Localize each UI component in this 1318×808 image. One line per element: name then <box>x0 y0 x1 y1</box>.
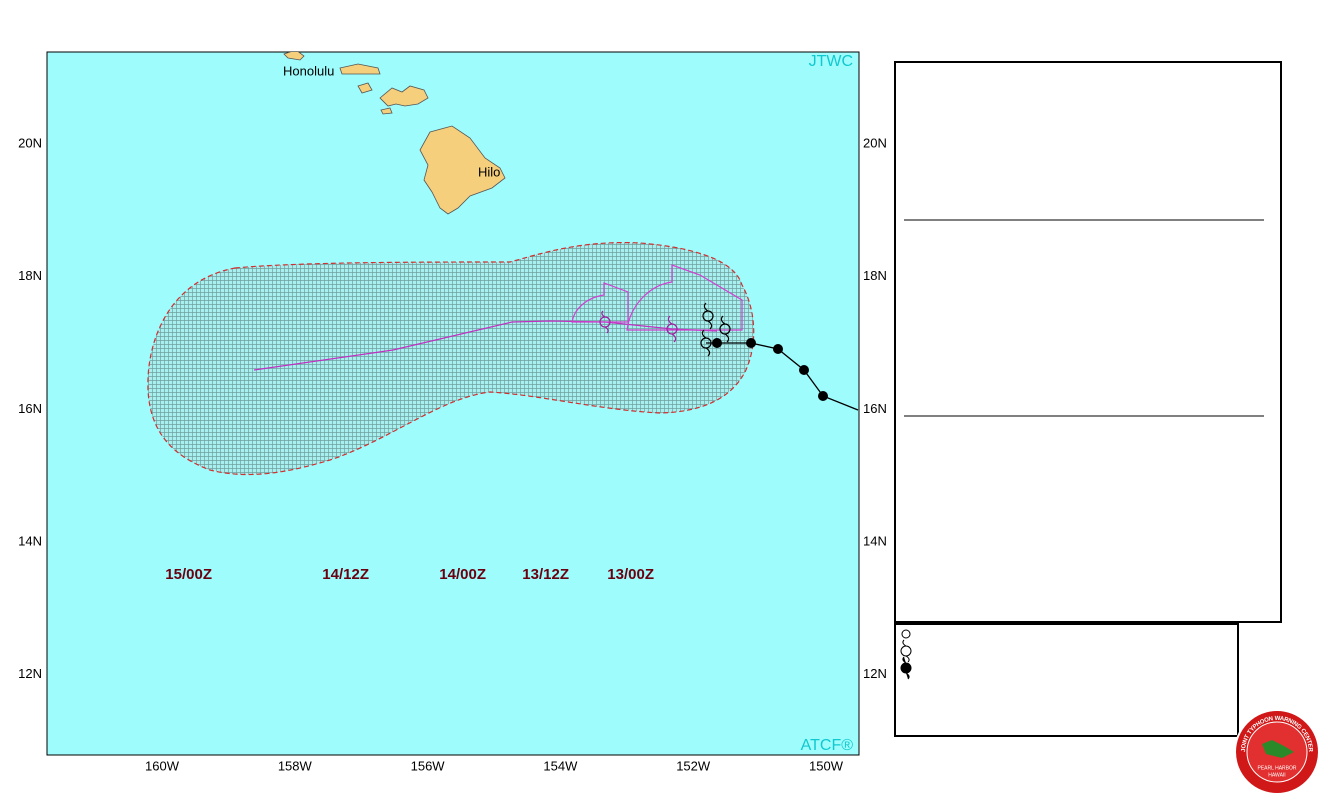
lon-label: 156W <box>411 758 446 773</box>
lat-label: 18N <box>18 268 42 283</box>
lat-label: 12N <box>18 666 42 681</box>
island-kahoolawe <box>380 107 393 115</box>
storm-symbol <box>666 315 678 343</box>
past-position <box>799 365 809 375</box>
island-oahu <box>283 52 305 61</box>
storm-symbol <box>599 310 611 334</box>
storm-symbol <box>719 315 731 343</box>
map-content <box>147 52 859 476</box>
legend-symbol <box>900 639 912 663</box>
lon-label: 160W <box>145 758 180 773</box>
lat-label: 16N <box>18 401 42 416</box>
past-position <box>746 338 756 348</box>
forecast-label: 14/00Z <box>439 566 486 583</box>
forecast-track <box>253 320 718 371</box>
lon-label: 158W <box>278 758 313 773</box>
island-maui <box>379 85 429 107</box>
forecast-label: 13/12Z <box>522 566 569 583</box>
past-positions <box>712 338 828 401</box>
map: Honolulu Hilo JTWC ATCF® 160W 158W 156W 154… <box>18 51 887 773</box>
legend-symbol <box>901 629 911 639</box>
lat-label: 18N <box>863 268 887 283</box>
logo-text: PEARL HARBOR <box>1258 765 1297 771</box>
logo-text: HAWAII <box>1268 772 1285 778</box>
storm-symbols <box>599 302 731 357</box>
source-label: ATCF® <box>801 737 854 754</box>
storm-symbol <box>700 329 712 357</box>
place-label: Hilo <box>478 164 500 179</box>
lat-label: 14N <box>863 534 887 549</box>
forecast-label: 13/00Z <box>607 566 654 583</box>
source-label: JTWC <box>809 53 853 70</box>
place-label: Honolulu <box>283 63 334 78</box>
past-position <box>818 391 828 401</box>
legend-box <box>894 623 1239 737</box>
lat-label: 12N <box>863 666 887 681</box>
island-molokai <box>339 63 381 75</box>
forecast-label: 14/12Z <box>322 566 369 583</box>
lat-label: 14N <box>18 534 42 549</box>
storm-symbol <box>702 302 714 330</box>
wind-swath <box>147 241 755 476</box>
lat-label: 20N <box>18 135 42 150</box>
info-panel <box>894 61 1282 623</box>
lon-label: 150W <box>809 758 844 773</box>
island-lanai <box>357 82 373 94</box>
wind-radii <box>571 264 743 331</box>
past-position <box>773 344 783 354</box>
lat-label: 20N <box>863 135 887 150</box>
lon-label: 154W <box>543 758 578 773</box>
island-big <box>419 125 506 215</box>
past-position <box>712 338 722 348</box>
lat-label: 16N <box>863 401 887 416</box>
logo: JOINT TYPHOON WARNING CENTER PEARL HARBO… <box>1234 709 1318 795</box>
legend-symbol <box>900 656 912 680</box>
lon-label: 152W <box>676 758 711 773</box>
forecast-label: 15/00Z <box>165 566 212 583</box>
